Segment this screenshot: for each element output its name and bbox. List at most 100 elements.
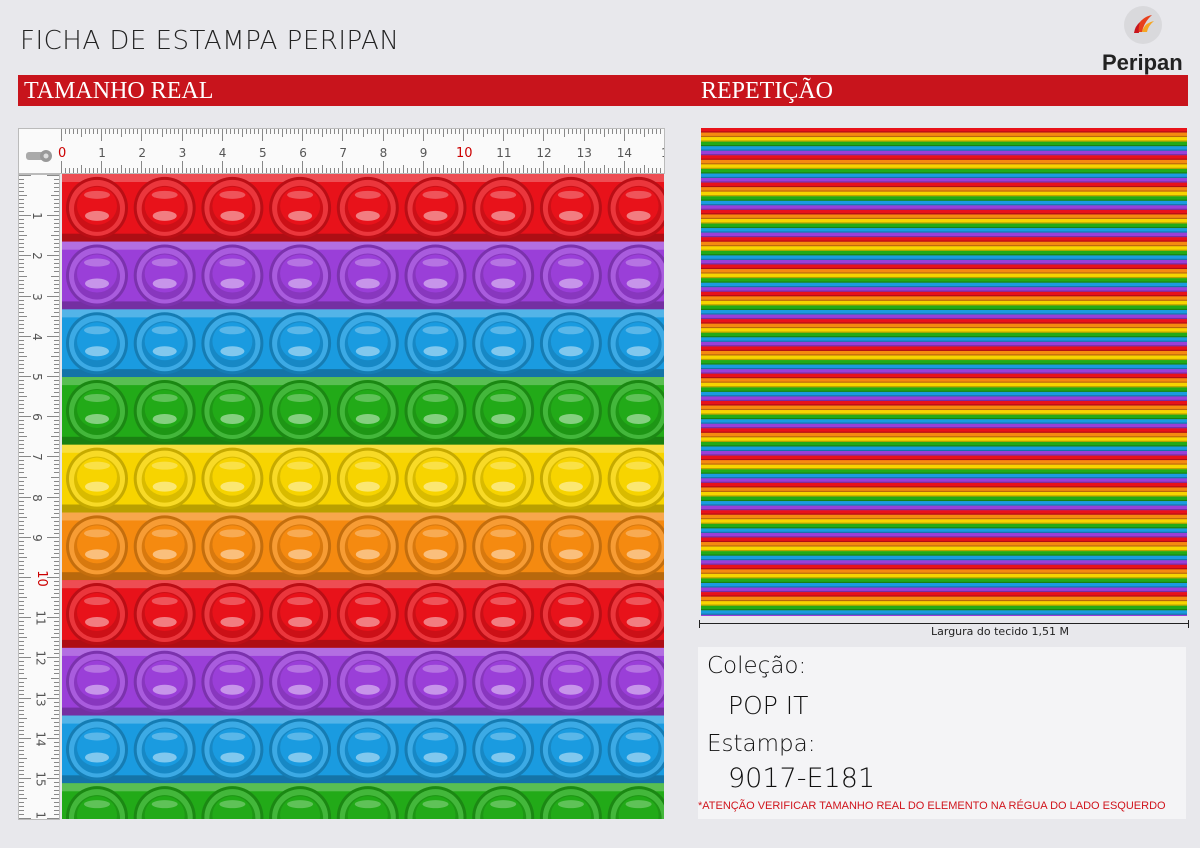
ruler-tick bbox=[507, 168, 509, 173]
pop-bubble bbox=[472, 244, 535, 307]
repeat-stripe bbox=[701, 583, 1187, 588]
ruler-tick bbox=[257, 168, 259, 173]
ruler-label: 10 bbox=[33, 570, 49, 587]
ruler-tick bbox=[19, 790, 24, 792]
bubble-row bbox=[62, 309, 664, 378]
ruler-tick bbox=[19, 299, 24, 301]
repeat-stripe bbox=[701, 401, 1187, 406]
repeat-stripe bbox=[701, 487, 1187, 493]
repeat-stripe-shadow bbox=[701, 531, 1187, 533]
ruler-tick bbox=[19, 556, 27, 558]
ruler-tick bbox=[430, 129, 432, 134]
pop-bubble bbox=[539, 650, 602, 713]
ruler-tick bbox=[47, 496, 59, 498]
ruler-tick bbox=[19, 404, 24, 406]
ruler-tick bbox=[454, 129, 456, 134]
ruler-tick bbox=[125, 168, 127, 173]
ruler-tick bbox=[121, 165, 123, 173]
pop-bubble bbox=[133, 583, 196, 646]
ruler-tick bbox=[19, 677, 27, 679]
ruler-tick bbox=[19, 480, 24, 482]
ruler-tick bbox=[314, 129, 316, 134]
ruler-tick bbox=[54, 641, 59, 643]
pop-bubble bbox=[133, 786, 196, 819]
ruler-tick bbox=[54, 661, 59, 663]
ruler-tick bbox=[519, 129, 521, 134]
ruler-tick bbox=[346, 168, 348, 173]
pop-bubble bbox=[201, 244, 264, 307]
ruler-tick bbox=[77, 129, 79, 134]
ruler-tick bbox=[563, 129, 565, 137]
ruler-tick bbox=[19, 577, 31, 578]
ruler-tick bbox=[19, 420, 24, 422]
ruler-tick bbox=[358, 129, 360, 134]
ruler-tick bbox=[19, 701, 24, 703]
ruler-tick bbox=[54, 327, 59, 329]
ruler-tick bbox=[527, 129, 529, 134]
ruler-tick bbox=[19, 323, 24, 325]
ruler-tick bbox=[19, 818, 31, 819]
repeat-stripe bbox=[701, 209, 1187, 215]
ruler-tick bbox=[635, 129, 637, 134]
ruler-tick bbox=[479, 168, 481, 173]
repeat-stripe-shadow bbox=[701, 545, 1187, 547]
ruler-tick bbox=[19, 717, 27, 719]
ruler-tick bbox=[51, 717, 59, 719]
size-warning: *ATENÇÃO VERIFICAR TAMANHO REAL DO ELEME… bbox=[698, 800, 1166, 812]
ruler-tick bbox=[19, 388, 24, 390]
ruler-tick bbox=[523, 165, 525, 173]
repeat-stripe-shadow bbox=[701, 199, 1187, 201]
pop-bubble bbox=[404, 515, 467, 578]
pop-bubble bbox=[66, 379, 128, 442]
ruler-tick bbox=[398, 168, 400, 173]
repeat-stripe-shadow bbox=[701, 331, 1187, 333]
ruler-tick bbox=[54, 649, 59, 651]
ruler-tick bbox=[54, 480, 59, 482]
ruler-tick bbox=[310, 168, 312, 173]
pop-bubble bbox=[404, 650, 467, 713]
ruler-tick bbox=[559, 168, 561, 173]
ruler-tick bbox=[266, 168, 268, 173]
ruler-tick bbox=[19, 713, 24, 715]
ruler-tick bbox=[54, 412, 59, 414]
ruler-tick bbox=[47, 175, 59, 176]
ruler-tick bbox=[19, 761, 24, 763]
ruler-tick bbox=[495, 168, 497, 173]
ruler-tick bbox=[370, 168, 372, 173]
repeat-stripe-shadow bbox=[701, 563, 1187, 565]
ruler-tick bbox=[318, 168, 320, 173]
ruler-tick bbox=[503, 129, 505, 141]
ruler-tick bbox=[655, 168, 657, 173]
ruler-tick bbox=[19, 255, 31, 257]
ruler-tick bbox=[54, 251, 59, 253]
ruler-tick bbox=[54, 802, 59, 804]
ruler-tick bbox=[527, 168, 529, 173]
pop-bubble bbox=[336, 379, 399, 442]
ruler-tick bbox=[47, 617, 59, 619]
ruler-tick bbox=[54, 484, 59, 486]
ruler-tick bbox=[19, 335, 31, 337]
pop-bubble bbox=[472, 176, 535, 239]
pop-bubble bbox=[607, 786, 664, 819]
repeat-stripe-shadow bbox=[701, 572, 1187, 574]
ruler-tick bbox=[217, 168, 219, 173]
ruler-tick bbox=[54, 544, 59, 546]
repeat-stripe bbox=[701, 546, 1187, 552]
ruler-tick bbox=[511, 168, 513, 173]
ruler-tick bbox=[334, 129, 336, 134]
ruler-tick bbox=[241, 165, 243, 173]
pop-bubble bbox=[472, 718, 535, 781]
ruler-tick bbox=[54, 810, 59, 812]
ruler-tick bbox=[19, 291, 24, 293]
repeat-stripe-shadow bbox=[701, 317, 1187, 320]
repeat-stripe bbox=[701, 455, 1187, 461]
repeat-stripe bbox=[701, 173, 1187, 179]
ruler-tick bbox=[19, 203, 24, 205]
ruler-tick bbox=[298, 129, 300, 134]
ruler-tick bbox=[19, 484, 24, 486]
pop-bubble bbox=[539, 718, 602, 781]
ruler-tick bbox=[105, 168, 107, 173]
ruler-tick bbox=[54, 814, 59, 816]
repeat-stripe bbox=[701, 278, 1187, 283]
ruler-tick bbox=[19, 769, 24, 771]
